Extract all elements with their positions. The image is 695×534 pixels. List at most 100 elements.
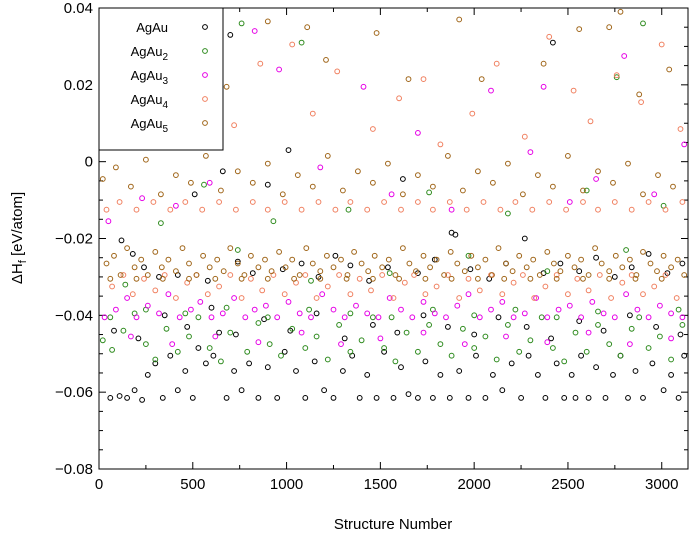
data-point-agau xyxy=(135,335,142,342)
data-point-agau5 xyxy=(523,264,530,271)
legend-box xyxy=(98,7,224,151)
data-point-agau5 xyxy=(241,272,248,278)
data-point-agau5 xyxy=(447,249,454,255)
data-point-agau5 xyxy=(370,179,376,186)
data-point-agau5 xyxy=(490,179,496,186)
data-point-agau xyxy=(144,372,151,378)
data-point-agau5 xyxy=(317,268,324,275)
data-point-agau3 xyxy=(623,291,629,298)
data-point-agau4 xyxy=(289,41,296,48)
data-point-agau4 xyxy=(150,199,157,205)
data-point-agau5 xyxy=(186,260,192,267)
y-axis-title: ΔHf [eV/atom] xyxy=(9,192,29,284)
data-point-agau2 xyxy=(264,314,271,321)
data-point-agau xyxy=(499,387,506,394)
data-point-agau5 xyxy=(262,256,268,263)
data-point-agau2 xyxy=(120,327,127,334)
data-point-agau5 xyxy=(370,275,376,282)
data-point-agau3 xyxy=(651,191,658,198)
data-point-agau3 xyxy=(465,291,472,298)
data-point-agau xyxy=(593,364,599,371)
data-point-agau xyxy=(677,331,684,338)
data-point-agau5 xyxy=(565,153,571,159)
data-point-agau5 xyxy=(344,272,351,278)
y-tick-label: −0.02 xyxy=(55,231,93,248)
data-point-agau xyxy=(281,348,288,355)
data-point-agau4 xyxy=(347,291,354,298)
data-point-agau xyxy=(159,395,166,401)
data-point-agau4 xyxy=(281,291,288,298)
data-point-agau4 xyxy=(422,291,429,298)
data-point-agau xyxy=(184,324,191,330)
data-point-agau xyxy=(400,176,406,182)
data-point-agau3 xyxy=(420,299,427,305)
data-point-agau4 xyxy=(152,287,159,294)
data-point-agau3 xyxy=(627,341,633,348)
data-point-agau xyxy=(542,395,549,401)
data-point-agau5 xyxy=(309,183,316,190)
data-point-agau xyxy=(553,360,560,367)
data-point-agau5 xyxy=(188,179,194,186)
data-point-agau xyxy=(523,324,530,330)
data-point-agau4 xyxy=(619,279,626,286)
data-point-agau3 xyxy=(527,149,534,156)
data-point-agau xyxy=(437,372,444,378)
data-point-agau5 xyxy=(475,275,481,282)
data-point-agau5 xyxy=(433,256,440,263)
data-point-agau xyxy=(203,360,209,367)
data-point-agau5 xyxy=(317,275,324,282)
data-point-agau5 xyxy=(557,268,564,275)
data-point-agau2 xyxy=(107,314,114,321)
data-point-agau3 xyxy=(589,299,596,305)
data-point-agau xyxy=(370,322,376,328)
data-point-agau4 xyxy=(638,99,644,105)
data-point-agau5 xyxy=(165,256,172,263)
data-point-agau2 xyxy=(426,189,433,196)
data-point-agau5 xyxy=(338,256,344,263)
data-point-agau2 xyxy=(298,39,305,46)
data-point-agau5 xyxy=(422,275,429,282)
data-point-agau5 xyxy=(268,268,275,275)
data-point-agau5 xyxy=(330,264,337,271)
data-point-agau2 xyxy=(227,329,234,336)
data-point-agau2 xyxy=(347,310,354,317)
data-point-agau4 xyxy=(227,272,234,278)
data-point-agau5 xyxy=(625,160,631,167)
data-point-agau5 xyxy=(448,275,455,282)
data-point-agau xyxy=(398,364,404,371)
legend-marker-agau xyxy=(202,24,208,30)
data-point-agau4 xyxy=(546,33,553,40)
data-point-agau3 xyxy=(296,310,303,317)
data-point-agau4 xyxy=(613,72,620,79)
y-tick-label: −0.04 xyxy=(55,307,93,324)
data-point-agau xyxy=(313,310,320,317)
data-point-agau3 xyxy=(251,306,258,313)
data-point-agau4 xyxy=(216,283,223,290)
data-point-agau4 xyxy=(465,275,472,282)
data-point-agau2 xyxy=(493,356,500,363)
data-point-agau4 xyxy=(546,199,553,205)
data-point-agau3 xyxy=(375,314,382,321)
data-point-agau4 xyxy=(585,287,592,294)
data-point-agau2 xyxy=(99,337,106,344)
data-point-agau2 xyxy=(244,348,251,355)
data-point-agau5 xyxy=(544,249,551,255)
data-point-agau5 xyxy=(550,183,556,190)
data-point-agau2 xyxy=(505,210,511,217)
data-point-agau xyxy=(561,395,568,401)
data-point-agau5 xyxy=(655,172,661,179)
data-point-agau xyxy=(264,181,271,188)
data-point-agau2 xyxy=(415,348,421,355)
data-point-agau2 xyxy=(471,312,478,319)
data-point-agau5 xyxy=(441,272,448,278)
data-point-agau5 xyxy=(214,256,221,263)
data-point-agau4 xyxy=(510,279,517,286)
data-point-agau4 xyxy=(531,295,538,301)
data-point-agau2 xyxy=(270,218,277,225)
data-point-agau4 xyxy=(493,60,500,67)
data-point-agau2 xyxy=(313,333,320,340)
data-point-agau4 xyxy=(580,199,586,205)
y-tick-label: −0.08 xyxy=(55,461,93,478)
data-point-agau2 xyxy=(345,206,352,213)
data-point-agau xyxy=(152,360,159,367)
